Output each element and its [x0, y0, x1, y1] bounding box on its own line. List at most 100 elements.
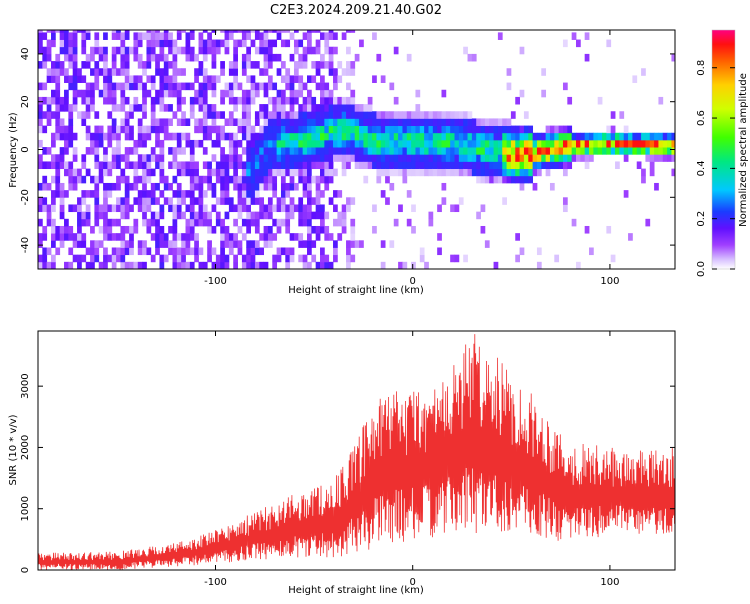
spectrogram-cell — [220, 233, 225, 241]
spectrogram-cell — [562, 197, 568, 205]
spectrogram-cell — [215, 125, 221, 134]
spectrogram-cell — [116, 46, 121, 55]
spectrogram-cell — [202, 82, 208, 91]
spectrogram-cell — [450, 254, 455, 263]
spectrogram-cell — [589, 247, 594, 256]
spectrogram-cell — [233, 53, 238, 62]
spectrogram-cell — [250, 89, 256, 98]
spectrogram-cell — [103, 82, 108, 91]
spectrogram-cell — [133, 225, 139, 234]
spectrogram-cell — [571, 32, 577, 40]
spectrogram-cell — [346, 154, 351, 162]
spectrogram-cell — [619, 147, 625, 155]
spectrogram-cell — [354, 104, 360, 112]
spectrogram-cell — [320, 254, 325, 263]
spectrogram-cell — [367, 118, 373, 126]
spectrogram-cell — [376, 168, 382, 177]
spectrogram-cell — [64, 161, 69, 170]
spectrogram-cell — [250, 168, 256, 177]
spectrogram-cell — [398, 147, 403, 155]
spectrogram-cell — [168, 247, 173, 256]
spectrogram-cell — [246, 139, 251, 148]
spectrogram-cell — [506, 147, 512, 155]
spectrogram-cell — [137, 204, 143, 213]
spectrogram-cell — [649, 161, 655, 170]
spectrogram-cell — [263, 225, 269, 234]
spectrogram-cell — [333, 139, 338, 148]
spectrogram-cell — [272, 218, 278, 227]
spectrogram-cell — [133, 197, 139, 205]
spectrogram-cell — [306, 118, 312, 126]
spectrogram-cell — [346, 147, 351, 155]
spectrogram-cell — [120, 61, 126, 69]
spectrogram-cell — [454, 147, 460, 155]
spectrogram-cell — [254, 197, 260, 205]
spectrogram-cell — [285, 182, 291, 191]
spectrogram-cell — [346, 132, 351, 141]
spectrogram-cell — [172, 75, 178, 83]
spectrogram-cell — [51, 204, 56, 213]
spectrogram-cell — [532, 132, 538, 141]
spectrogram-cell — [315, 147, 321, 155]
colorbar-label: Normalized spectral amplitude — [738, 73, 749, 227]
spectrogram-cell — [198, 218, 204, 227]
spectrogram-cell — [432, 139, 438, 148]
spectrogram-cell — [589, 132, 594, 141]
spectrogram-cell — [181, 240, 186, 248]
spectrogram-cell — [250, 182, 256, 191]
spectrogram-cell — [302, 154, 308, 162]
spectrogram-cell — [285, 161, 291, 170]
spectrogram-cell — [51, 154, 56, 162]
spectrogram-cell — [649, 139, 655, 148]
spectrogram-cell — [246, 261, 251, 269]
spectrogram-cell — [337, 75, 343, 83]
spectrogram-cell — [107, 132, 113, 141]
spectrogram-cell — [519, 175, 525, 184]
spectrogram-cell — [64, 53, 69, 62]
spectrogram-cell — [320, 89, 325, 98]
spectrogram-cell — [168, 161, 173, 170]
spectrogram-cell — [276, 168, 282, 177]
spectrogram-cell — [51, 96, 56, 105]
spectrogram-cell — [493, 168, 499, 177]
spectrogram-cell — [51, 32, 56, 40]
spectrogram-cell — [155, 247, 160, 256]
spectrogram-cell — [432, 154, 438, 162]
colorbar-tick-label: 0.6 — [696, 110, 707, 126]
spectrogram-cell — [254, 46, 260, 55]
spectrogram-cell — [198, 261, 204, 269]
spectrogram-cell — [315, 182, 321, 191]
spectrogram-cell — [298, 118, 304, 126]
spectrogram-cell — [328, 139, 334, 148]
spectrogram-cell — [298, 111, 304, 119]
spectrogram-cell — [220, 261, 225, 269]
spectrogram-cell — [285, 154, 291, 162]
spectrogram-cell — [324, 104, 330, 112]
spectrogram-cell — [645, 132, 651, 141]
spectrogram-cell — [137, 125, 143, 134]
spectrogram-cell — [302, 240, 308, 248]
spectrogram-cell — [267, 168, 273, 177]
spectrogram-cell — [385, 154, 390, 162]
spectrogram-cell — [137, 154, 143, 162]
spectrogram-cell — [289, 75, 295, 83]
spectrogram-cell — [515, 233, 520, 241]
spectrogram-cell — [116, 197, 121, 205]
spectrogram-cell — [124, 190, 130, 198]
spectrogram-cell — [51, 61, 56, 69]
spectrogram-cell — [385, 161, 390, 170]
spectrogram-cell — [116, 254, 121, 263]
spectrogram-cell — [267, 75, 273, 83]
spectrogram-cell — [189, 154, 195, 162]
spectrogram-cell — [163, 118, 169, 126]
spectrogram-cell — [124, 132, 130, 141]
spectrogram-cell — [571, 132, 577, 141]
spectrogram-cell — [198, 118, 204, 126]
spectrogram-cell — [198, 68, 204, 76]
spectrogram-cell — [263, 261, 269, 269]
spectrogram-cell — [324, 254, 330, 263]
spectrogram-cell — [367, 111, 373, 119]
spectrogram-cell — [159, 233, 165, 241]
spectrogram-cell — [324, 261, 330, 269]
spectrogram-cell — [59, 132, 65, 141]
